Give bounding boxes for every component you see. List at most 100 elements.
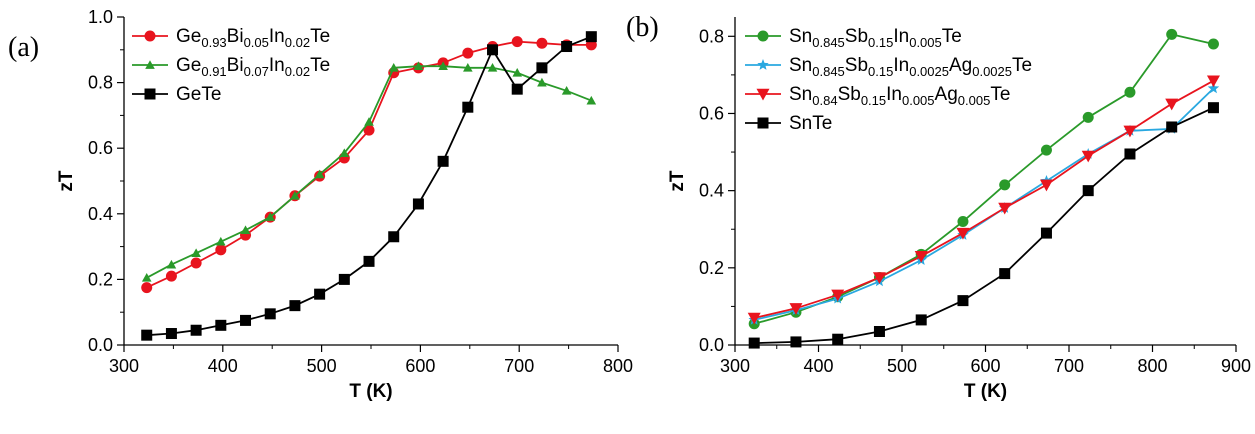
data-point <box>487 44 499 56</box>
y-tick-label: 0.0 <box>699 335 724 355</box>
data-point <box>873 325 885 337</box>
data-point <box>998 202 1012 215</box>
x-tick-label: 400 <box>208 356 238 376</box>
x-axis-title: T (K) <box>964 381 1007 402</box>
legend-label: Ge0.93Bi0.05In0.02Te <box>176 26 330 50</box>
y-tick-label: 0.0 <box>88 335 113 355</box>
data-point <box>363 255 375 267</box>
data-point <box>747 312 761 325</box>
legend-text-part: GeTe <box>176 84 221 105</box>
y-tick-label: 0.8 <box>699 26 724 46</box>
legend-marker <box>756 88 770 101</box>
series-3 <box>748 102 1219 349</box>
legend-text-part: Sb <box>838 84 861 105</box>
legend-text-part: Bi <box>227 26 244 47</box>
data-point <box>585 31 597 43</box>
x-tick-label: 500 <box>307 356 337 376</box>
panel-label: (a) <box>8 32 39 63</box>
data-point <box>141 282 153 294</box>
legend-subscript: 0.91 <box>201 64 226 79</box>
data-point <box>957 295 969 307</box>
x-tick-label: 800 <box>603 356 633 376</box>
data-point <box>1123 125 1137 138</box>
data-point <box>832 333 844 345</box>
y-tick-label: 0.4 <box>88 204 113 224</box>
legend-subscript: 0.07 <box>244 64 269 79</box>
data-point <box>240 314 252 326</box>
data-point <box>240 225 251 235</box>
legend-subscript: 0.02 <box>285 64 310 79</box>
legend-label: GeTe <box>176 84 221 105</box>
data-point <box>289 300 301 312</box>
data-point <box>1081 150 1095 163</box>
panel-b: 300 400 500 600 700 800 900 0.0 0.2 0.4 0.6 0.8 T (K… <box>626 12 1251 402</box>
legend-subscript: 0.005 <box>902 93 935 108</box>
data-point <box>264 308 276 320</box>
data-point <box>216 236 226 246</box>
data-point <box>1082 185 1094 197</box>
legend-text-part: Te <box>942 26 962 47</box>
data-point <box>190 324 202 336</box>
legend-subscript: 0.15 <box>861 93 886 108</box>
x-tick-label: 700 <box>504 356 534 376</box>
data-point <box>165 328 177 340</box>
legend-entry: Ge0.93Bi0.05In0.02Te <box>132 26 330 50</box>
legend-text-part: Te <box>990 84 1010 105</box>
legend-text-part: In <box>886 84 902 105</box>
data-point <box>1166 121 1178 133</box>
data-point <box>1166 28 1178 40</box>
data-point <box>537 77 547 87</box>
legend-entry: Sn0.845Sb0.15In0.005Te <box>745 26 962 50</box>
data-point <box>511 36 523 48</box>
x-tick-label: 400 <box>803 356 833 376</box>
legend-subscript: 0.005 <box>909 35 942 50</box>
legend-subscript: 0.0025 <box>909 64 949 79</box>
x-tick-label: 800 <box>1137 356 1167 376</box>
data-point <box>915 314 927 326</box>
legend-entry: Sn0.84Sb0.15In0.005Ag0.005Te <box>745 84 1010 108</box>
legend-subscript: 0.845 <box>812 35 845 50</box>
series-line <box>753 79 1214 319</box>
legend-marker <box>757 30 769 42</box>
legend-subscript: 0.84 <box>812 93 837 108</box>
x-tick-label: 700 <box>1054 356 1084 376</box>
legend-text-part: Te <box>310 55 330 76</box>
data-point <box>388 63 399 72</box>
legend-text-part: Te <box>1012 55 1032 76</box>
data-point <box>487 63 498 72</box>
legend-text-part: Sb <box>845 26 868 47</box>
data-point <box>438 61 448 71</box>
legend-marker <box>144 88 156 100</box>
legend-entry: Ge0.91Bi0.07In0.02Te <box>132 55 330 79</box>
x-tick-label: 600 <box>405 356 435 376</box>
series-2 <box>747 75 1220 325</box>
data-point <box>1165 98 1179 111</box>
series-line <box>754 106 1214 344</box>
data-point <box>512 67 523 77</box>
data-point <box>141 272 152 282</box>
data-point <box>314 288 326 300</box>
data-point <box>314 169 325 179</box>
data-point <box>190 257 202 269</box>
data-point <box>191 248 201 257</box>
legend-text-part: In <box>269 55 285 76</box>
legend-entry: GeTe <box>132 84 221 105</box>
legend-entry: SnTe <box>745 113 832 134</box>
data-point <box>364 117 374 126</box>
y-axis-title: zT <box>667 170 688 192</box>
data-point <box>413 61 424 71</box>
data-point <box>511 83 523 95</box>
data-point <box>1040 227 1052 239</box>
data-point <box>789 303 803 315</box>
legend-text-part: Ge <box>176 26 201 47</box>
legend-text-part: Sn <box>789 84 812 105</box>
x-axis-title: T (K) <box>349 381 392 402</box>
data-point <box>165 270 177 282</box>
legend-text-part: Sn <box>789 26 812 47</box>
data-point <box>1082 111 1094 123</box>
data-point <box>536 37 548 49</box>
legend-text-part: Sb <box>845 55 868 76</box>
legend-subscript: 0.15 <box>868 64 893 79</box>
data-point <box>339 148 350 157</box>
data-point <box>1040 144 1052 156</box>
